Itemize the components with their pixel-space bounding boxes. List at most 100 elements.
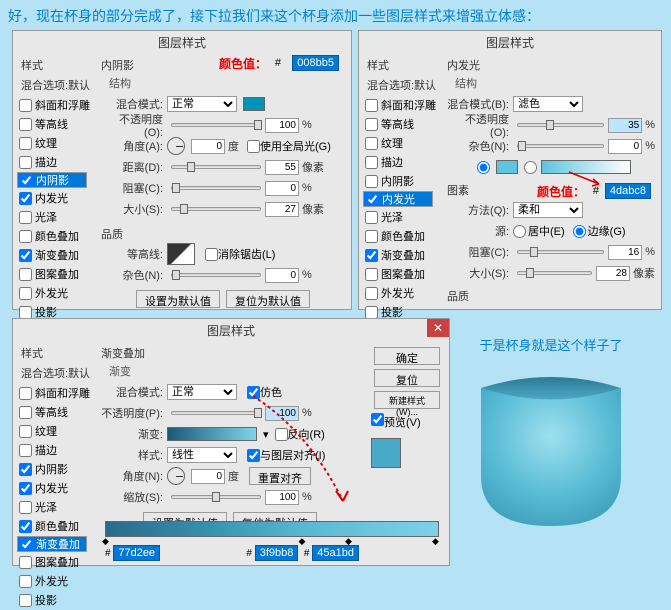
color-swatch[interactable]: [243, 97, 265, 111]
sidebar-item[interactable]: 描边: [17, 441, 95, 459]
choke-slider[interactable]: [517, 250, 604, 254]
style-checkbox[interactable]: [19, 249, 32, 262]
style-checkbox[interactable]: [365, 268, 378, 281]
side-h2[interactable]: 混合选项:默认: [17, 363, 95, 383]
choke-num[interactable]: [608, 245, 642, 260]
style-checkbox[interactable]: [19, 425, 32, 438]
style-checkbox[interactable]: [365, 137, 378, 150]
noise-num[interactable]: [265, 268, 299, 283]
sidebar-item[interactable]: 描边: [17, 153, 95, 171]
dist-slider[interactable]: [171, 165, 261, 169]
style-checkbox[interactable]: [19, 287, 32, 300]
style-checkbox[interactable]: [19, 137, 32, 150]
blend-select[interactable]: 正常: [167, 96, 237, 112]
method-select[interactable]: 柔和: [513, 202, 583, 218]
ok-btn[interactable]: 确定: [374, 347, 440, 365]
sidebar-item[interactable]: 图案叠加: [17, 265, 95, 283]
opacity-num[interactable]: [608, 118, 642, 133]
style-checkbox[interactable]: [365, 211, 378, 224]
reset-align-btn[interactable]: 重置对齐: [249, 467, 311, 485]
hex3[interactable]: 45a1bd: [312, 545, 359, 561]
sidebar-item[interactable]: 颜色叠加: [363, 227, 441, 245]
dist-num[interactable]: [265, 160, 299, 175]
align-chk[interactable]: [247, 449, 260, 462]
sidebar-item[interactable]: 纹理: [17, 134, 95, 152]
color-radio[interactable]: [477, 161, 490, 174]
opacity-slider[interactable]: [171, 411, 261, 415]
grad-stop[interactable]: ◆: [102, 536, 112, 546]
scale-num[interactable]: [265, 490, 299, 505]
sidebar-item[interactable]: 投影: [17, 591, 95, 609]
opacity-slider[interactable]: [171, 123, 261, 127]
sidebar-item[interactable]: 纹理: [17, 422, 95, 440]
side-h2[interactable]: 混合选项:默认: [363, 75, 441, 95]
aa-chk[interactable]: [205, 248, 218, 261]
src-edge[interactable]: [573, 225, 586, 238]
close-icon[interactable]: ✕: [427, 319, 449, 337]
angle-dial[interactable]: [167, 137, 185, 155]
side-h1[interactable]: 样式: [17, 343, 95, 363]
style-checkbox[interactable]: [19, 463, 32, 476]
style-checkbox[interactable]: [19, 406, 32, 419]
sidebar-item[interactable]: 颜色叠加: [17, 517, 95, 535]
sidebar-item[interactable]: 渐变叠加: [17, 246, 95, 264]
grad-stop[interactable]: ◆: [432, 536, 442, 546]
style-checkbox[interactable]: [19, 211, 32, 224]
style-select[interactable]: 线性: [167, 447, 237, 463]
sidebar-item[interactable]: 描边: [363, 153, 441, 171]
noise-slider[interactable]: [171, 273, 261, 277]
style-checkbox[interactable]: [19, 230, 32, 243]
style-checkbox[interactable]: [19, 156, 32, 169]
side-h1[interactable]: 样式: [17, 55, 95, 75]
choke-num[interactable]: [265, 181, 299, 196]
size-num[interactable]: [596, 266, 630, 281]
style-checkbox[interactable]: [19, 520, 32, 533]
sidebar-item[interactable]: 外发光: [17, 284, 95, 302]
style-checkbox[interactable]: [20, 538, 33, 551]
dither-chk[interactable]: [247, 386, 260, 399]
style-checkbox[interactable]: [365, 99, 378, 112]
angle-dial[interactable]: [167, 467, 185, 485]
sidebar-item[interactable]: 内阴影: [363, 172, 441, 190]
cancel-btn[interactable]: 复位: [374, 369, 440, 387]
sidebar-item[interactable]: 渐变叠加: [363, 246, 441, 264]
style-checkbox[interactable]: [19, 501, 32, 514]
reset-btn[interactable]: 复位为默认值: [226, 290, 310, 308]
glow-swatch[interactable]: [496, 160, 518, 174]
sidebar-item[interactable]: 内阴影: [17, 460, 95, 478]
style-checkbox[interactable]: [365, 118, 378, 131]
preview-chk[interactable]: [371, 413, 384, 426]
noise-slider[interactable]: [517, 144, 604, 148]
hex-input[interactable]: 4dabc8: [605, 183, 651, 199]
style-checkbox[interactable]: [19, 482, 32, 495]
style-checkbox[interactable]: [365, 249, 378, 262]
sidebar-item[interactable]: 纹理: [363, 134, 441, 152]
angle-num[interactable]: [191, 469, 225, 484]
contour-picker[interactable]: [167, 243, 195, 265]
default-btn[interactable]: 设置为默认值: [136, 290, 220, 308]
style-checkbox[interactable]: [19, 556, 32, 569]
opacity-num[interactable]: [265, 118, 299, 133]
style-checkbox[interactable]: [19, 387, 32, 400]
style-checkbox[interactable]: [365, 156, 378, 169]
blend-select[interactable]: 滤色: [513, 96, 583, 112]
sidebar-item[interactable]: 渐变叠加: [17, 536, 87, 552]
style-checkbox[interactable]: [20, 174, 33, 187]
scale-slider[interactable]: [171, 495, 261, 499]
opacity-num[interactable]: [265, 406, 299, 421]
grad-picker[interactable]: [167, 427, 257, 441]
global-chk[interactable]: [247, 140, 260, 153]
sidebar-item[interactable]: 等高线: [363, 115, 441, 133]
src-center[interactable]: [513, 225, 526, 238]
style-checkbox[interactable]: [19, 192, 32, 205]
grad-stop[interactable]: ◆: [299, 536, 309, 546]
noise-num[interactable]: [608, 139, 642, 154]
angle-num[interactable]: [191, 139, 225, 154]
size-num[interactable]: [265, 202, 299, 217]
side-h2[interactable]: 混合选项:默认: [17, 75, 95, 95]
sidebar-item[interactable]: 颜色叠加: [17, 227, 95, 245]
sidebar-item[interactable]: 图案叠加: [17, 553, 95, 571]
sidebar-item[interactable]: 外发光: [363, 284, 441, 302]
sidebar-item[interactable]: 斜面和浮雕: [17, 384, 95, 402]
style-checkbox[interactable]: [365, 287, 378, 300]
